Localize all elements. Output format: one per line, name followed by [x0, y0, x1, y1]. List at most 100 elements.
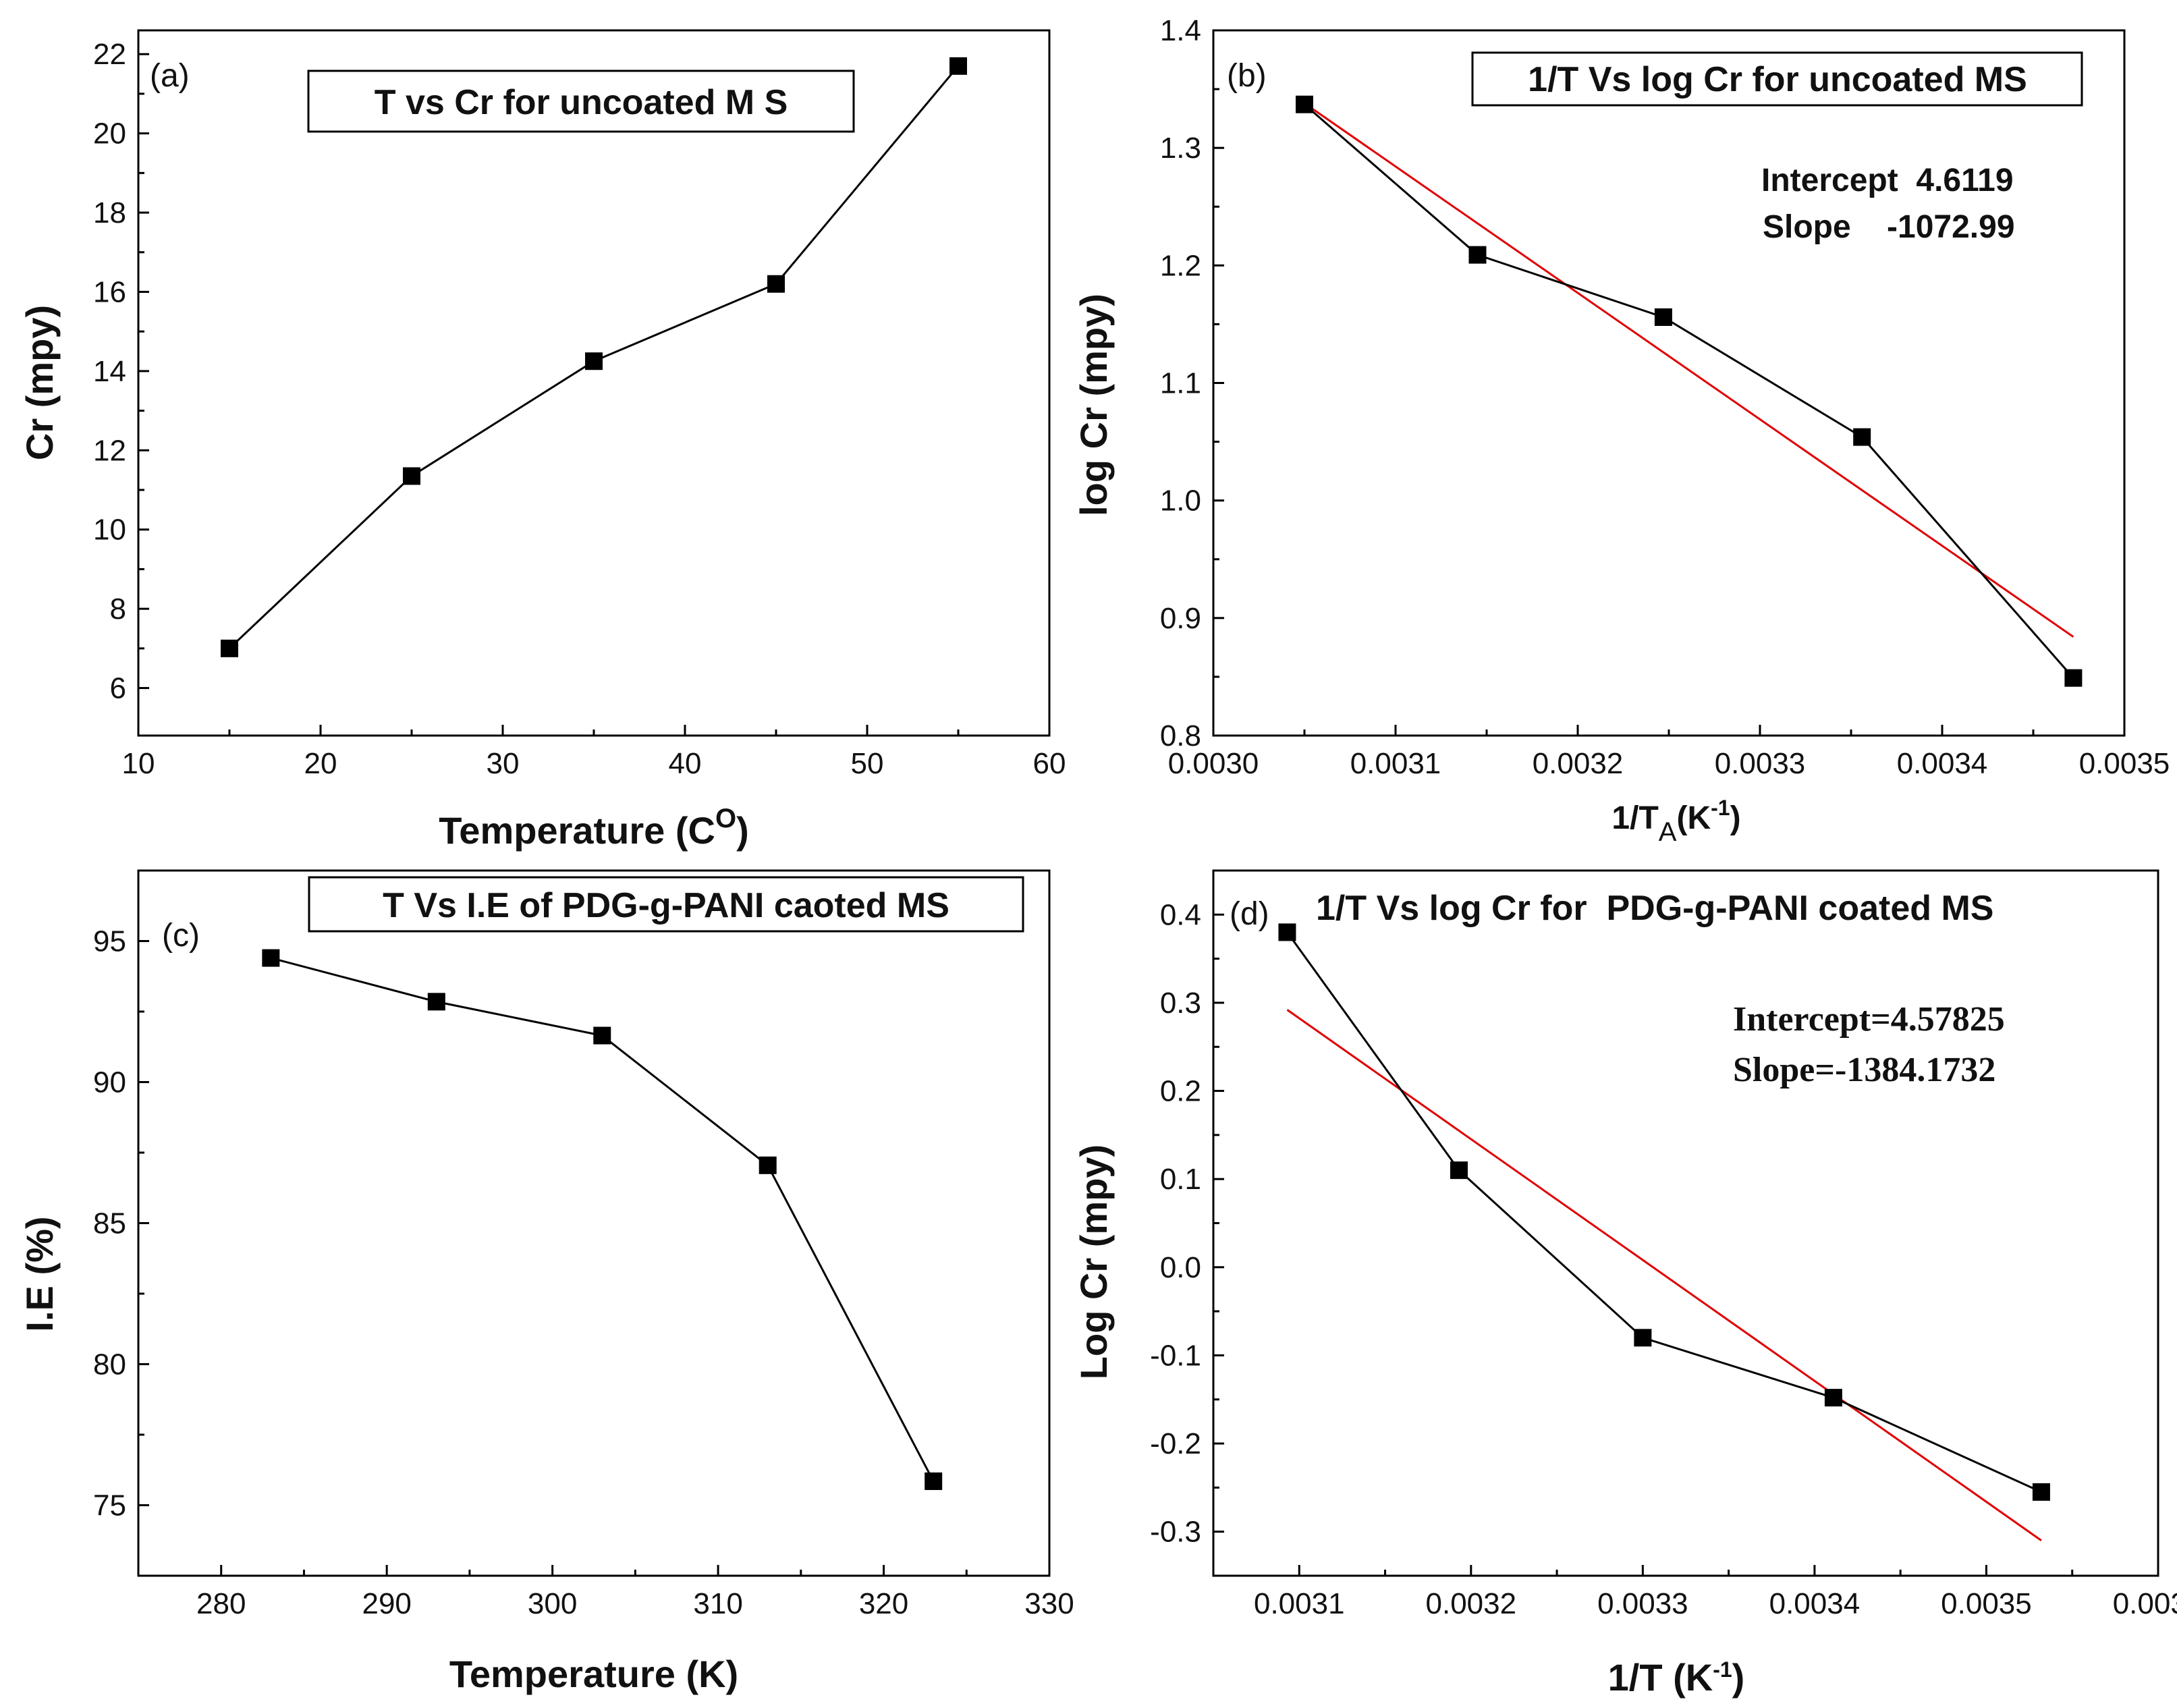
- panel-d-x-axis-label: 1/T (K-1): [1608, 1656, 1745, 1699]
- panel-a-data-point-4: [949, 57, 967, 75]
- panel-b-y-tick-label-2: 1.0: [1160, 485, 1201, 518]
- panel-d-fit-line: [1286, 1009, 2042, 1541]
- panel-b-data-point-0: [1296, 95, 1313, 113]
- panel-b-fit-line: [1304, 102, 2074, 638]
- panel-d-plot-frame: [1212, 869, 2159, 1577]
- panel-b: 0.0030 0.0031 0.0032 0.0033 0.0034 0.0035 0.8…: [1072, 14, 2170, 847]
- panel-a-x-tick-label-5: 60: [1033, 747, 1066, 780]
- panel-b-x-tick-label-1: 0.0031: [1350, 747, 1441, 780]
- panel-d: 0.0031 0.0032 0.0033 0.0034 0.0035 0.0036 -0.…: [1072, 869, 2177, 1699]
- panel-b-label: (b): [1227, 58, 1267, 94]
- panel-a-series: [221, 57, 967, 657]
- panel-a-y-tick-label-3: 12: [93, 434, 126, 467]
- panel-d-y-tick-label-5: 0.2: [1160, 1075, 1201, 1108]
- panel-b-y-tick-label-0: 0.8: [1160, 719, 1201, 752]
- panel-c-x-tick-label-3: 310: [693, 1587, 742, 1620]
- panel-d-data-point-4: [2032, 1483, 2050, 1501]
- panel-a-y-axis-label: Cr (mpy): [18, 305, 61, 460]
- panel-a-y-tick-label-5: 16: [93, 275, 126, 308]
- panel-a-data-point-3: [767, 275, 785, 293]
- panel-a-label: (a): [150, 58, 190, 94]
- panel-a-y-tick-label-2: 10: [93, 514, 126, 547]
- panel-b-plot-frame: [1212, 29, 2126, 737]
- panel-a-title: T vs Cr for uncoated M S: [375, 83, 788, 122]
- panel-a-x-tick-label-4: 50: [851, 747, 884, 780]
- panel-b-x-tick-label-2: 0.0032: [1533, 747, 1624, 780]
- panel-b-data-point-2: [1654, 308, 1672, 326]
- panel-b-data-point-3: [1853, 428, 1871, 446]
- panel-d-x-tick-label-0: 0.0031: [1254, 1587, 1345, 1620]
- panel-a-x-tick-label-2: 30: [487, 747, 520, 780]
- panel-c-data-point-3: [759, 1156, 777, 1174]
- panel-b-series: [1296, 95, 2083, 687]
- panel-c: 280 290 300 310 320 330 75 80 85 90 95 (c) T Vs I…: [18, 869, 1074, 1695]
- panel-c-x-axis-label: Temperature (K): [449, 1653, 738, 1695]
- panel-b-title-box: [1471, 51, 2083, 107]
- panel-c-data-point-1: [427, 993, 445, 1011]
- panel-c-series: [262, 949, 943, 1490]
- panel-b-x-axis-label: 1/TA(K-1): [1611, 796, 1740, 847]
- panel-b-y-tick-label-6: 1.4: [1160, 14, 1201, 47]
- panel-b-y-ticks: 0.8 0.9 1.0 1.1 1.2 1.3 1.4: [1160, 14, 1224, 752]
- panel-a-x-axis-label: Temperature (CO): [439, 804, 749, 852]
- panel-a-data-point-1: [403, 467, 420, 485]
- panel-b-x-tick-label-3: 0.0033: [1715, 747, 1806, 780]
- panel-c-title-box: [308, 876, 1024, 933]
- panel-d-data-point-1: [1450, 1161, 1468, 1180]
- panel-d-x-tick-label-1: 0.0032: [1426, 1587, 1517, 1620]
- panel-d-y-tick-label-4: 0.1: [1160, 1163, 1201, 1196]
- panel-d-data-point-3: [1824, 1389, 1842, 1407]
- panel-a-x-tick-label-3: 40: [669, 747, 702, 780]
- panel-d-x-tick-label-3: 0.0034: [1769, 1587, 1861, 1620]
- panel-d-y-tick-label-2: -0.1: [1150, 1339, 1201, 1372]
- panel-d-y-tick-label-1: -0.2: [1150, 1427, 1201, 1460]
- panel-b-slope-annotation: Slope -1072.99: [1763, 209, 2015, 245]
- panel-d-data-point-2: [1634, 1329, 1652, 1347]
- panel-c-data-point-2: [593, 1026, 611, 1045]
- panel-d-y-tick-label-0: -0.3: [1150, 1516, 1201, 1549]
- panel-a-x-ticks: 10 20 30 40 50 60: [122, 725, 1066, 780]
- panel-c-x-tick-label-5: 330: [1024, 1587, 1074, 1620]
- panel-a-x-tick-label-0: 10: [122, 747, 155, 780]
- panel-d-y-ticks: -0.3 -0.2 -0.1 0.0 0.1 0.2 0.3 0.4: [1150, 898, 1224, 1549]
- panel-b-x-tick-label-0: 0.0030: [1168, 747, 1259, 780]
- panel-d-title: 1/T Vs log Cr for PDG-g-PANI coated MS: [1316, 889, 1993, 928]
- panel-b-y-tick-label-1: 0.9: [1160, 602, 1201, 635]
- panel-c-x-tick-label-4: 320: [859, 1587, 908, 1620]
- panel-a-y-tick-label-1: 8: [110, 593, 126, 626]
- panel-d-series: [1278, 923, 2050, 1541]
- panel-c-x-tick-label-0: 280: [196, 1587, 246, 1620]
- panel-c-x-ticks: 280 290 300 310 320 330: [196, 1565, 1074, 1620]
- panel-c-label: (c): [162, 918, 200, 954]
- panel-c-title: T Vs I.E of PDG-g-PANI caoted MS: [383, 886, 949, 925]
- panel-a-x-tick-label-1: 20: [304, 747, 337, 780]
- panel-c-plot-frame: [137, 869, 1051, 1577]
- panel-a-y-tick-label-4: 14: [93, 355, 126, 388]
- panel-d-y-tick-label-7: 0.4: [1160, 898, 1201, 931]
- panel-b-y-axis-label: log Cr (mpy): [1072, 294, 1115, 516]
- panel-a-data-point-2: [585, 352, 603, 370]
- panel-d-label: (d): [1230, 896, 1269, 932]
- panel-c-x-tick-label-1: 290: [362, 1587, 411, 1620]
- panel-b-y-tick-label-3: 1.1: [1160, 367, 1201, 400]
- panel-d-x-tick-label-5: 0.0036: [2113, 1587, 2177, 1620]
- panel-c-y-tick-label-4: 95: [93, 925, 126, 958]
- panel-a-y-tick-label-0: 6: [110, 672, 126, 705]
- panel-a-plot-frame: [137, 29, 1051, 737]
- panel-c-y-tick-label-3: 90: [93, 1066, 126, 1099]
- panel-c-y-tick-label-1: 80: [93, 1348, 126, 1381]
- panel-b-x-ticks: 0.0030 0.0031 0.0032 0.0033 0.0034 0.0035: [1168, 725, 2170, 780]
- panel-a-y-tick-label-6: 18: [93, 196, 126, 229]
- panel-d-x-tick-label-4: 0.0035: [1941, 1587, 2032, 1620]
- panel-a-y-tick-label-7: 20: [93, 117, 126, 150]
- panel-b-data-point-1: [1468, 246, 1487, 264]
- panel-d-y-tick-label-6: 0.3: [1160, 987, 1201, 1020]
- panel-c-y-ticks: 75 80 85 90 95: [93, 925, 149, 1522]
- panel-c-data-point-0: [262, 949, 280, 967]
- panel-a-title-box: [307, 70, 855, 133]
- panel-d-x-ticks: 0.0031 0.0032 0.0033 0.0034 0.0035 0.0036: [1254, 1565, 2177, 1620]
- panel-b-intercept-annotation: Intercept 4.6119: [1761, 163, 2014, 198]
- panel-c-y-axis-label: I.E (%): [18, 1216, 61, 1331]
- panel-b-x-tick-label-4: 0.0034: [1897, 747, 1988, 780]
